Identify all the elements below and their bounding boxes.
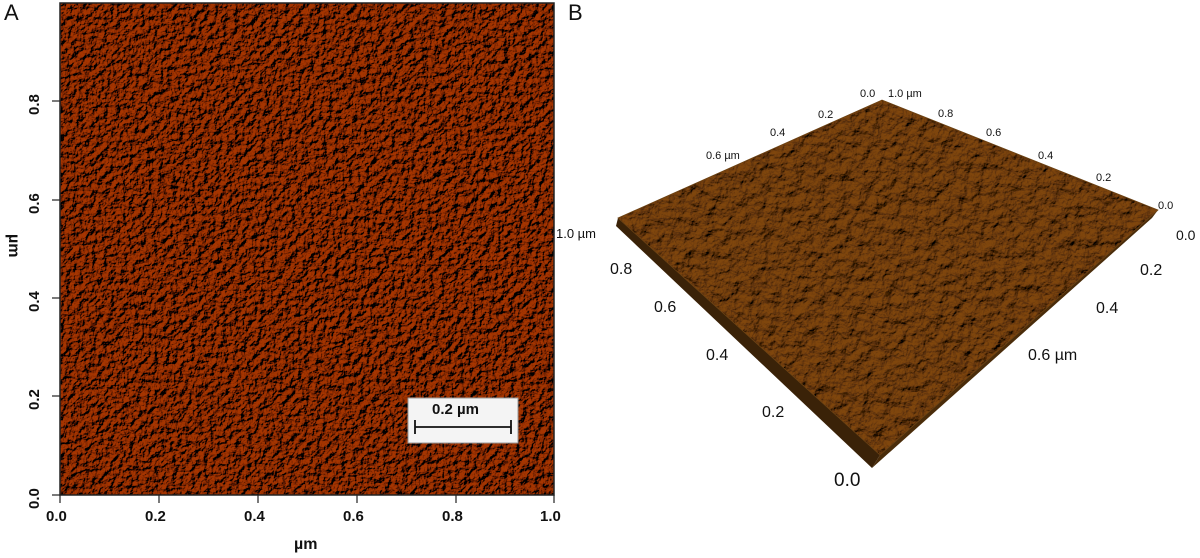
top-back-tick-1: 0.2 — [818, 109, 834, 121]
x-tick-0: 0.0 — [46, 508, 67, 525]
scale-bar-label: 0.2 µm — [432, 401, 479, 418]
y-tick-0: 0.0 — [26, 488, 43, 509]
scale-bar — [407, 397, 519, 444]
left-tick-4: 0.2 — [762, 404, 785, 421]
y-tick-2: 0.4 — [26, 291, 43, 312]
x-tick-4: 0.8 — [442, 508, 463, 525]
right-tick-0: 0.0 — [1176, 227, 1196, 243]
left-tick-1: 0.8 — [610, 261, 633, 278]
right-tick-2: 0.4 — [1096, 300, 1119, 317]
left-tick-5: 0.0 — [834, 470, 861, 491]
top-right-tick-4: 0.2 — [1096, 172, 1112, 184]
right-tick-1: 0.2 — [1140, 262, 1163, 279]
x-tick-2: 0.4 — [244, 508, 265, 525]
y-tick-4: 0.8 — [26, 94, 43, 115]
panel-a-letter: A — [4, 0, 19, 25]
left-tick-2: 0.6 — [654, 299, 677, 316]
top-back-tick-0: 0.0 — [860, 88, 876, 100]
top-back-tick-2: 0.4 — [770, 127, 786, 139]
top-back-tick-3: 0.6 µm — [706, 150, 740, 162]
top-right-tick-0: 1.0 µm — [888, 88, 922, 100]
left-tick-3: 0.4 — [706, 347, 729, 364]
x-tick-1: 0.2 — [145, 508, 166, 525]
panel-a-y-ticks — [52, 100, 60, 496]
panel-b-letter: B — [568, 0, 583, 25]
top-right-tick-3: 0.4 — [1038, 150, 1054, 162]
top-right-tick-2: 0.6 — [986, 127, 1002, 139]
right-tick-3: 0.6 µm — [1028, 347, 1078, 364]
x-tick-5: 1.0 — [540, 508, 561, 525]
x-axis-title: µm — [294, 536, 318, 553]
panel-a-x-ticks — [59, 495, 555, 503]
x-tick-3: 0.6 — [343, 508, 364, 525]
y-tick-3: 0.6 — [26, 193, 43, 214]
y-tick-1: 0.2 — [26, 389, 43, 410]
top-right-tick-1: 0.8 — [938, 108, 954, 120]
left-tick-0: 1.0 µm — [556, 226, 597, 241]
y-axis-title: µm — [5, 234, 22, 258]
afm-3d-surface — [616, 99, 1159, 468]
top-right-tick-5: 0.0 — [1158, 200, 1174, 212]
